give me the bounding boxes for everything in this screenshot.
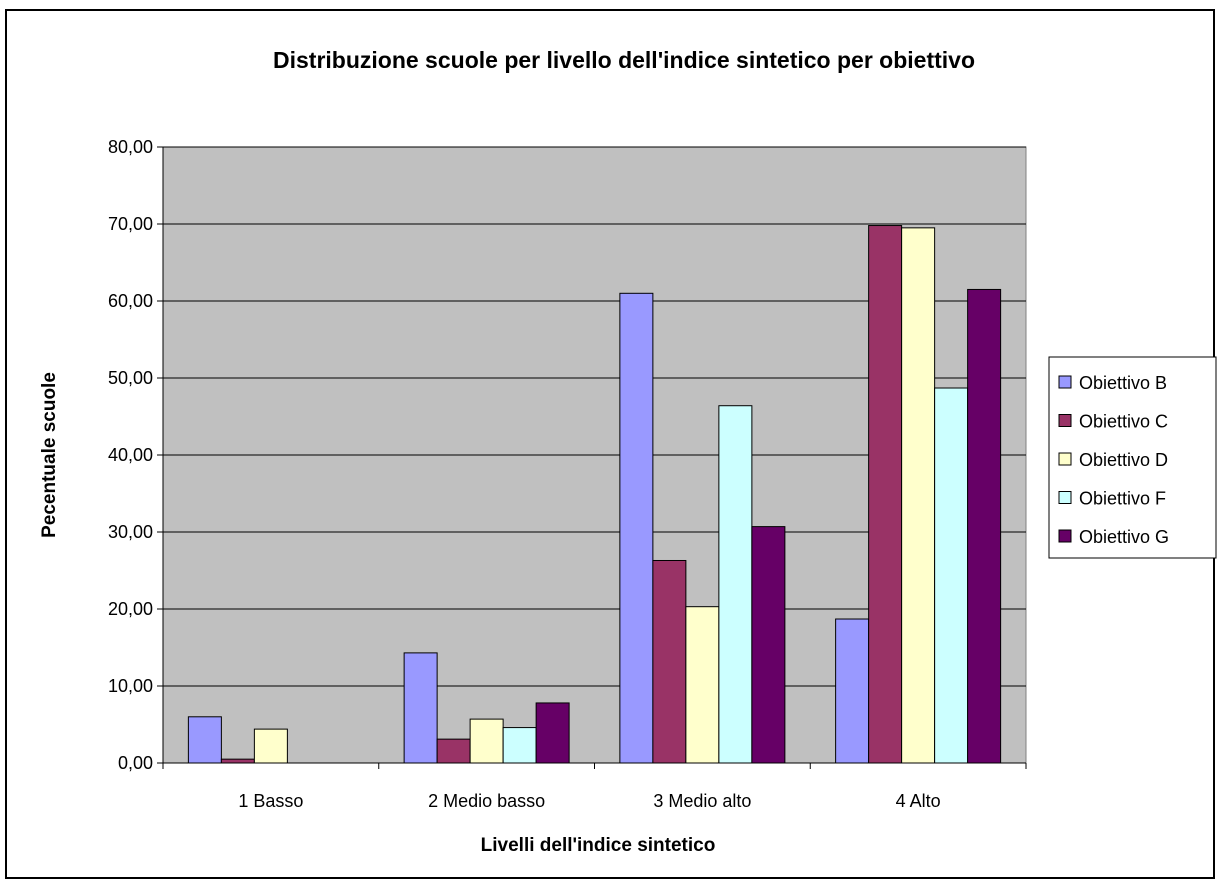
legend-swatch-obiettivo-c [1058,414,1072,427]
x-tick-label: 1 Basso [238,791,303,811]
y-tick-label: 70,00 [108,214,153,234]
y-tick-label: 0,00 [118,753,153,773]
legend-label: Obiettivo B [1079,373,1167,393]
legend-swatch-obiettivo-d [1058,452,1072,466]
y-tick-label: 80,00 [108,137,153,157]
y-tick-label: 60,00 [108,291,153,311]
bar-obiettivo-g-2 [535,702,570,764]
bar-obiettivo-b-2 [403,652,438,764]
bar-obiettivo-b-1 [187,716,222,764]
bar-obiettivo-d-3 [685,606,720,764]
y-tick-label: 40,00 [108,445,153,465]
x-tick-label: 3 Medio alto [653,791,751,811]
y-tick-label: 10,00 [108,676,153,696]
bar-obiettivo-f-3 [718,405,753,764]
bar-obiettivo-c-2 [436,738,471,764]
legend-swatch-obiettivo-f [1058,491,1072,504]
legend-label: Obiettivo G [1079,527,1169,547]
bar-obiettivo-c-1 [220,758,255,764]
legend-label: Obiettivo D [1079,450,1168,470]
y-tick-label: 20,00 [108,599,153,619]
y-tick-label: 30,00 [108,522,153,542]
bar-obiettivo-b-3 [619,292,654,764]
chart-title: Distribuzione scuole per livello dell'in… [273,47,975,73]
legend-swatch-obiettivo-g [1058,529,1072,543]
y-tick-label: 50,00 [108,368,153,388]
bar-obiettivo-g-3 [751,526,786,764]
bar-obiettivo-f-2 [502,727,537,764]
bar-obiettivo-b-4 [835,618,870,764]
legend-box [1048,356,1217,559]
bar-obiettivo-f-4 [934,387,969,764]
bar-obiettivo-d-1 [253,728,288,764]
bar-obiettivo-c-3 [652,559,687,764]
legend-label: Obiettivo F [1079,489,1166,509]
x-axis-title: Livelli dell'indice sintetico [481,835,716,856]
x-tick-label: 2 Medio basso [428,791,545,811]
y-axis-title: Pecentuale scuole [39,372,60,538]
bar-obiettivo-g-4 [967,288,1002,764]
x-tick-label: 4 Alto [896,791,941,811]
legend-swatch-obiettivo-b [1058,375,1072,389]
bar-obiettivo-d-4 [901,227,936,764]
legend-label: Obiettivo C [1079,412,1168,432]
bar-obiettivo-c-4 [868,225,903,764]
bar-obiettivo-d-2 [469,718,504,764]
